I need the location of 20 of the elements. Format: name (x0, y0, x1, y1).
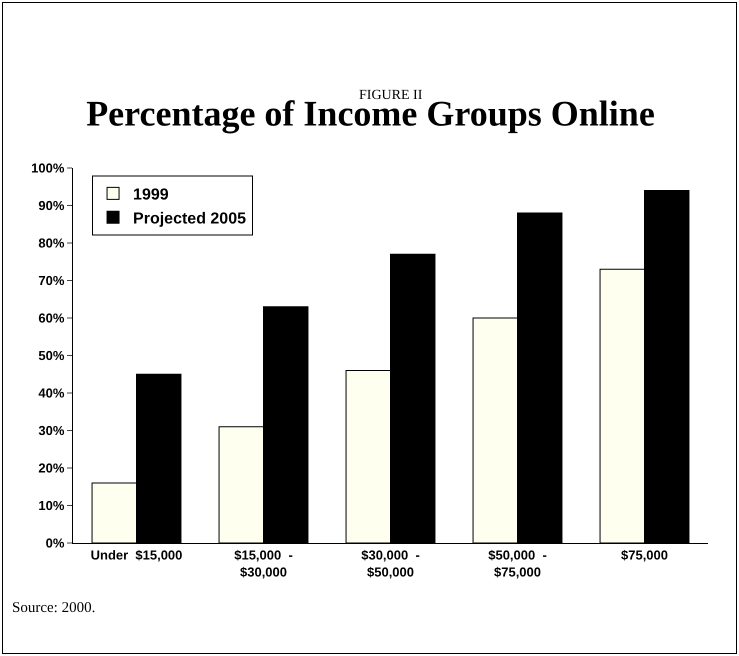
x-tick-label: $15,000 - $30,000 (234, 548, 293, 580)
x-tick-label: $75,000 (621, 548, 668, 563)
y-tick-label: 80% (38, 236, 65, 251)
source-note: Source: 2000. (12, 600, 96, 616)
y-tick-label: 50% (38, 348, 65, 364)
y-tick-label: 40% (38, 386, 65, 401)
legend-label: 1999 (133, 186, 169, 204)
y-tick-label: 20% (38, 460, 65, 476)
y-tick-label: 60% (38, 310, 65, 326)
x-tick-label: $50,000 - $75,000 (488, 548, 547, 580)
y-tick-label: 70% (38, 273, 65, 288)
y-tick-label: 10% (38, 498, 65, 514)
x-tick-label: $30,000 - $50,000 (361, 548, 420, 580)
y-tick-label: 30% (38, 423, 65, 438)
y-tick-label: 100% (31, 160, 65, 176)
y-tick-label: 90% (38, 198, 65, 214)
y-tick-label: 0% (46, 536, 65, 551)
legend-label: Projected 2005 (133, 210, 246, 228)
x-tick-label: Under $15,000 (90, 548, 182, 563)
chart-subtitle: FIGURE II (359, 88, 423, 103)
